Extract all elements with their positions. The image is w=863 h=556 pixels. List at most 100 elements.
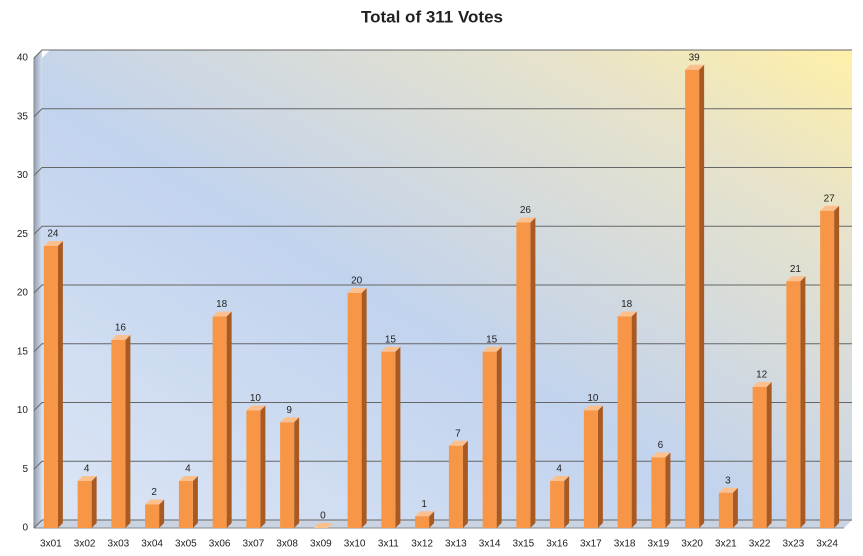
bar-side	[699, 64, 705, 528]
bar-top	[145, 499, 165, 505]
x-tick-label: 3x16	[546, 539, 568, 550]
value-label: 39	[689, 52, 701, 63]
bar	[77, 481, 92, 528]
bar-top	[43, 241, 63, 246]
value-label: 4	[84, 464, 90, 475]
x-tick-label: 3x05	[175, 539, 197, 550]
y-tick-label: 30	[17, 170, 29, 181]
bar	[43, 246, 58, 528]
bar-top	[415, 511, 435, 517]
grid-line	[33, 49, 852, 59]
grid-line	[33, 284, 852, 294]
bar	[482, 351, 497, 528]
bar-top	[313, 523, 333, 528]
x-tick-label: 3x07	[243, 539, 265, 550]
x-tick-label: 3x24	[816, 539, 838, 550]
value-label: 9	[286, 405, 292, 416]
y-tick-label: 20	[17, 288, 29, 299]
bar-top	[820, 205, 840, 211]
x-tick-label: 3x15	[513, 539, 535, 550]
value-label: 1	[421, 499, 427, 510]
value-label: 12	[756, 370, 768, 381]
bar-top	[482, 346, 502, 352]
grid-line	[33, 225, 852, 235]
bar-side	[395, 346, 401, 528]
bar-side	[496, 346, 502, 528]
bar-top	[685, 64, 705, 70]
bar	[583, 410, 598, 528]
value-label: 3	[725, 475, 731, 486]
bar-side	[260, 405, 266, 528]
x-tick-label: 3x14	[479, 539, 501, 550]
value-label: 18	[621, 299, 633, 310]
bar-top	[381, 346, 401, 352]
value-label: 15	[486, 334, 498, 345]
bar-side	[800, 276, 806, 528]
bar	[685, 69, 700, 528]
x-tick-label: 3x02	[74, 539, 96, 550]
bar-side	[766, 382, 772, 528]
x-tick-label: 3x12	[411, 539, 433, 550]
bar-top	[786, 276, 806, 282]
x-tick-label: 3x09	[310, 539, 332, 550]
value-label: 16	[115, 323, 127, 334]
bar-side	[462, 440, 468, 528]
bar-top	[178, 476, 198, 481]
x-tick-label: 3x10	[344, 539, 366, 550]
bar-side	[732, 487, 738, 528]
value-label: 7	[455, 428, 461, 439]
bar-top	[583, 405, 603, 411]
bar	[786, 281, 801, 528]
bar-top	[718, 487, 738, 493]
bar	[651, 457, 666, 528]
y-tick-label: 0	[22, 523, 28, 534]
y-tick-label: 25	[17, 229, 29, 240]
bar-top	[347, 288, 367, 293]
value-label: 10	[587, 393, 599, 404]
bar	[448, 445, 463, 528]
x-tick-label: 3x11	[378, 539, 399, 550]
back-wall	[42, 50, 852, 528]
x-tick-label: 3x04	[141, 539, 163, 550]
bar-top	[516, 217, 536, 223]
bar-side	[429, 511, 435, 528]
y-tick-label: 10	[17, 405, 29, 416]
value-label: 20	[351, 276, 363, 287]
x-tick-label: 3x08	[276, 539, 298, 550]
bar-top	[77, 476, 97, 481]
bar-top	[111, 335, 131, 340]
bar	[617, 316, 632, 528]
bar	[347, 293, 362, 528]
bar-side	[294, 417, 300, 528]
value-label: 4	[556, 464, 562, 475]
bar-side	[57, 241, 63, 528]
value-label: 21	[790, 264, 802, 275]
bar	[145, 504, 160, 528]
bar-side	[530, 217, 536, 528]
bar	[516, 222, 531, 528]
bar-side	[226, 311, 232, 528]
x-tick-label: 3x13	[445, 539, 467, 550]
value-label: 2	[151, 487, 157, 498]
x-tick-label: 3x01	[40, 539, 62, 550]
bar	[415, 516, 430, 528]
grid-line	[33, 108, 852, 118]
bar-top	[617, 311, 637, 317]
bar-side	[631, 311, 637, 528]
value-label: 6	[658, 440, 664, 451]
bar	[550, 481, 565, 528]
value-label: 0	[320, 511, 326, 522]
x-tick-label: 3x20	[681, 539, 703, 550]
grid-line	[33, 460, 852, 470]
value-label: 10	[250, 393, 262, 404]
x-tick-label: 3x03	[108, 539, 130, 550]
bar-side	[91, 476, 97, 528]
bar-top	[651, 452, 671, 458]
y-tick-label: 5	[22, 464, 28, 475]
value-label: 27	[824, 193, 836, 204]
bar-top	[550, 476, 570, 481]
bar	[246, 410, 261, 528]
bar-side	[159, 499, 165, 528]
bar	[381, 351, 396, 528]
x-tick-label: 3x06	[209, 539, 231, 550]
